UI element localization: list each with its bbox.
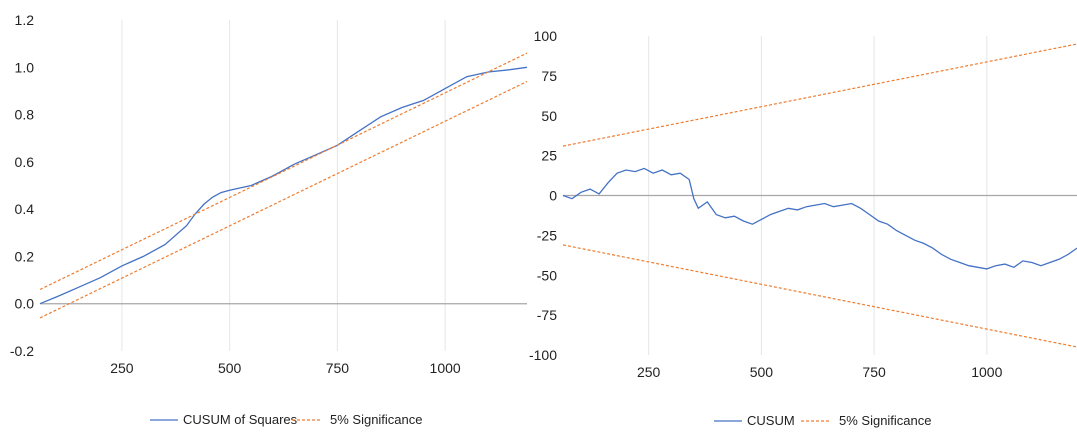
chart2-y-tick-label: 0 <box>549 188 557 204</box>
chart1-y-tick-label: 1.2 <box>15 12 35 28</box>
chart2-legend-label-cusum: CUSUM <box>747 413 795 428</box>
chart1-y-tick-label: 0.4 <box>15 201 35 217</box>
chart1-y-tick-label: 0.6 <box>15 154 35 170</box>
chart2-y-tick-label: 100 <box>534 28 558 44</box>
chart1-x-tick-label: 250 <box>110 360 134 376</box>
chart2-y-tick-label: -50 <box>537 267 557 283</box>
chart2-cusum-line <box>562 167 1077 270</box>
chart2-x-tick-label: 750 <box>862 364 886 380</box>
chart2-y-tick-label: 50 <box>541 108 557 124</box>
chart2-y-tick-label: 25 <box>541 148 557 164</box>
chart1-x-tick-label: 500 <box>218 360 242 376</box>
chart1-y-tick-label: 0.8 <box>15 107 35 123</box>
chart1-y-tick-label: 0.0 <box>15 296 35 312</box>
chart1-y-tick-label: 1.0 <box>15 59 35 75</box>
chart1-upper-significance-line <box>39 52 528 291</box>
chart2-lower-significance-line <box>562 244 1077 348</box>
chart2-x-tick-label: 1000 <box>971 364 1002 380</box>
chart1-x-tick-label: 750 <box>326 360 350 376</box>
chart2-upper-significance-line <box>562 43 1077 147</box>
chart2-legend-label-significance: 5% Significance <box>839 413 932 428</box>
chart1-legend-label-significance: 5% Significance <box>330 412 423 427</box>
chart2-x-tick-label: 500 <box>750 364 774 380</box>
chart1-cusum-line <box>39 66 528 305</box>
chart1-legend-label-cusum: CUSUM of Squares <box>183 412 298 427</box>
chart1-y-tick-label: -0.2 <box>10 343 34 359</box>
chart2-y-tick-label: -100 <box>529 347 557 363</box>
chart2-y-tick-label: -75 <box>537 307 557 323</box>
chart1-lower-significance-line <box>39 80 528 319</box>
chart1-x-tick-label: 1000 <box>430 360 461 376</box>
chart1-y-tick-label: 0.2 <box>15 248 35 264</box>
chart2-y-tick-label: 75 <box>541 68 557 84</box>
chart2-x-tick-label: 250 <box>637 364 661 380</box>
chart2-y-tick-label: -25 <box>537 227 557 243</box>
